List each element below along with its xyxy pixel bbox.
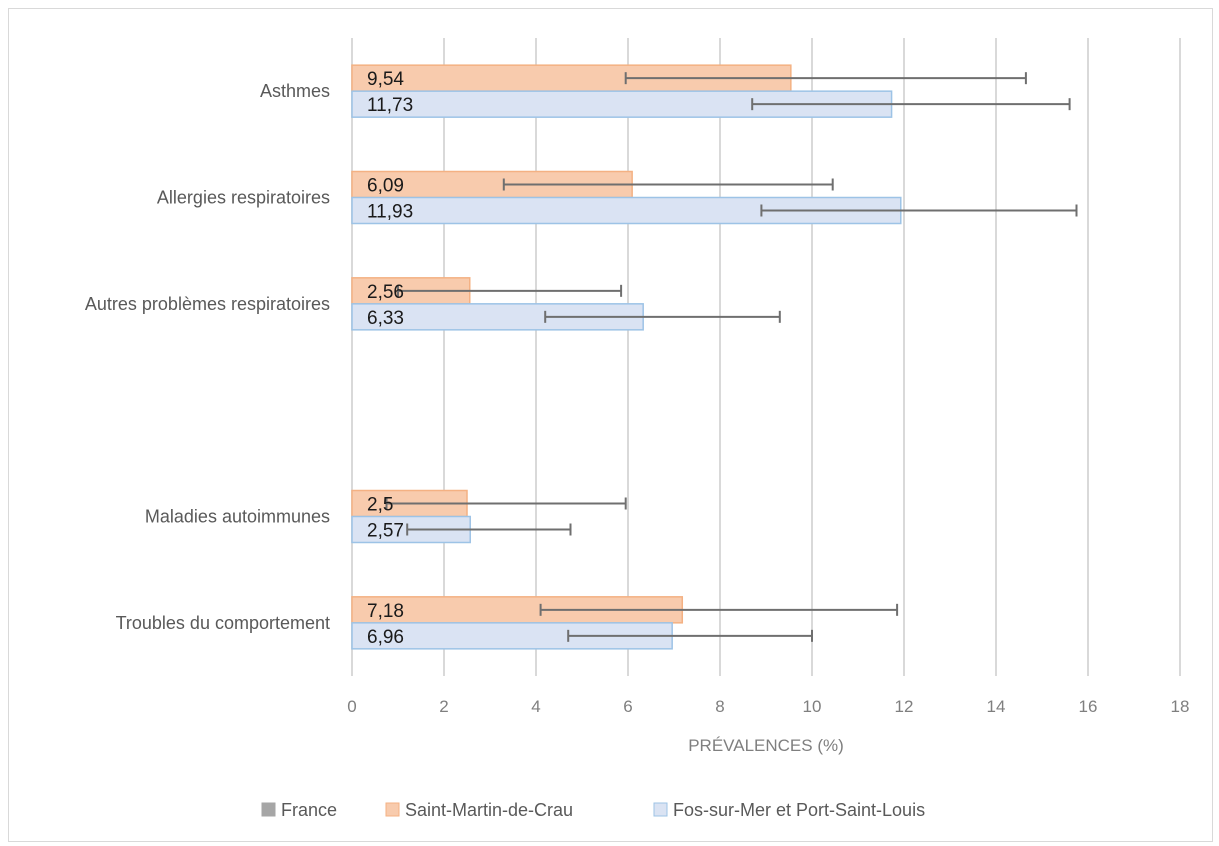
- x-tick-label: 10: [803, 697, 822, 716]
- x-tick-label: 18: [1171, 697, 1190, 716]
- legend-label: Saint-Martin-de-Crau: [405, 800, 573, 820]
- error-bar: [539, 603, 899, 616]
- category-label: Maladies autoimmunes: [145, 507, 330, 527]
- category-label: Autres problèmes respiratoires: [85, 294, 330, 314]
- legend: France Saint-Martin-de-Crau Fos-sur-Mer et…: [261, 800, 925, 820]
- x-tick-label: 2: [439, 697, 448, 716]
- legend-label: France: [281, 800, 337, 820]
- data-label: 7,18: [367, 601, 404, 622]
- chart-frame: [8, 8, 1213, 842]
- x-tick-label: 14: [987, 697, 1006, 716]
- x-tick-labels: 0 2 4 6 8 10 12 14 16 18: [347, 697, 1189, 716]
- data-label: 6,96: [367, 627, 404, 648]
- error-bar: [397, 284, 623, 297]
- data-label: 2,56: [367, 282, 404, 303]
- data-label: 11,73: [367, 95, 413, 116]
- error-bars: [385, 72, 1078, 642]
- x-tick-label: 16: [1079, 697, 1098, 716]
- error-bar: [624, 72, 1027, 85]
- error-bar: [406, 523, 572, 536]
- data-label: 9,54: [367, 69, 404, 90]
- bars: [351, 64, 902, 650]
- error-bar: [385, 497, 627, 510]
- data-label: 11,93: [367, 202, 413, 223]
- legend-swatch: [261, 802, 276, 817]
- x-tick-label: 0: [347, 697, 356, 716]
- legend-item: Saint-Martin-de-Crau: [385, 800, 573, 820]
- gridlines: [351, 38, 1181, 676]
- category-label: Allergies respiratoires: [157, 188, 330, 208]
- category-label: Asthmes: [260, 81, 330, 101]
- legend-item: Fos-sur-Mer et Port-Saint-Louis: [653, 800, 925, 820]
- legend-item: France: [261, 800, 337, 820]
- legend-swatch: [385, 802, 400, 817]
- legend-label: Fos-sur-Mer et Port-Saint-Louis: [673, 800, 925, 820]
- error-bar: [567, 629, 813, 642]
- category-label: Troubles du comportement: [116, 613, 330, 633]
- data-label: 2,5: [367, 495, 393, 516]
- error-bar: [544, 310, 781, 323]
- error-bar: [502, 178, 834, 191]
- data-labels: 9,54 11,73 6,09 11,93 2,56 6,33 2,5 2,57 7,18 6,9…: [367, 69, 413, 648]
- category-labels: Asthmes Allergies respiratoires Autres pro…: [85, 81, 330, 633]
- data-label: 6,09: [367, 176, 404, 197]
- error-bar: [760, 204, 1078, 217]
- data-label: 2,57: [367, 521, 404, 542]
- x-tick-label: 6: [623, 697, 632, 716]
- x-tick-label: 12: [895, 697, 914, 716]
- x-tick-label: 4: [531, 697, 540, 716]
- data-label: 6,33: [367, 308, 404, 329]
- x-axis-title: PRÉVALENCES (%): [688, 736, 844, 755]
- legend-swatch: [653, 802, 668, 817]
- error-bar: [751, 98, 1071, 111]
- x-tick-label: 8: [715, 697, 724, 716]
